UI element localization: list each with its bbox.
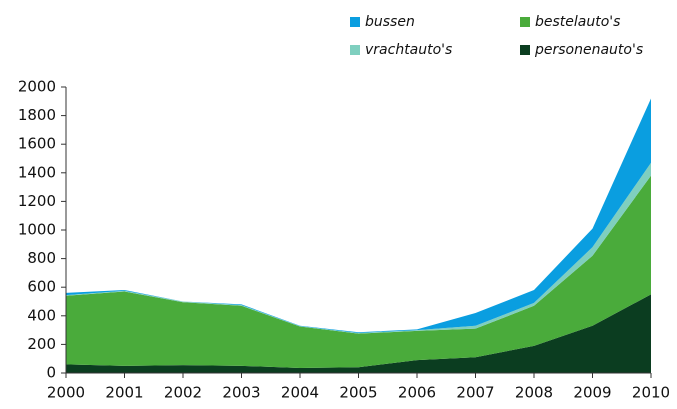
y-tick-label: 0 [46,364,56,382]
y-tick-label: 2000 [18,78,56,96]
legend-swatch [520,45,530,55]
x-tick-label: 2002 [164,384,202,402]
y-tick-label: 600 [27,278,56,296]
legend-label: vrachtauto's [365,42,452,58]
x-tick-label: 2003 [222,384,260,402]
legend-label: bussen [365,14,415,30]
x-tick-label: 2001 [105,384,143,402]
y-tick-label: 1600 [18,135,56,153]
y-tick-label: 200 [27,335,56,353]
x-tick-label: 2009 [573,384,611,402]
area [66,175,651,368]
y-tick-label: 1800 [18,106,56,124]
legend-label: bestelauto's [535,14,620,30]
y-tick-label: 1200 [18,192,56,210]
legend-swatch [350,17,360,27]
legend-swatch [520,17,530,27]
legend-label: personenauto's [534,42,643,58]
y-tick-label: 1000 [18,221,56,239]
y-tick-label: 400 [27,306,56,324]
y-tick-label: 800 [27,249,56,267]
x-tick-label: 2000 [47,384,85,402]
x-tick-label: 2005 [339,384,377,402]
x-tick-label: 2006 [398,384,436,402]
x-tick-label: 2010 [632,384,670,402]
area [66,294,651,373]
x-tick-label: 2007 [456,384,494,402]
x-tick-label: 2004 [281,384,319,402]
y-tick-label: 1400 [18,163,56,181]
legend-swatch [350,45,360,55]
x-tick-label: 2008 [515,384,553,402]
